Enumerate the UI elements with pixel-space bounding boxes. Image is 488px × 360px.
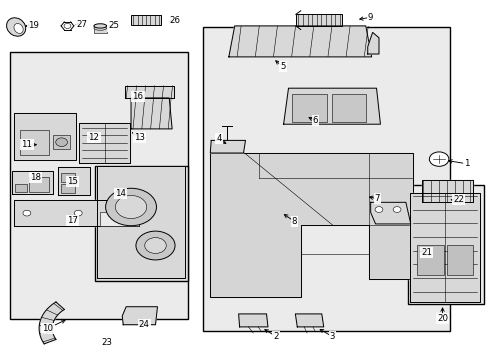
Polygon shape bbox=[228, 26, 371, 57]
Polygon shape bbox=[295, 314, 323, 327]
Bar bbox=[20, 130, 49, 155]
Polygon shape bbox=[14, 113, 76, 160]
Circle shape bbox=[64, 23, 71, 28]
Polygon shape bbox=[14, 200, 139, 226]
Text: 7: 7 bbox=[374, 194, 380, 203]
Bar bbox=[61, 173, 75, 182]
Bar bbox=[331, 94, 365, 122]
Bar bbox=[61, 184, 75, 193]
Ellipse shape bbox=[94, 24, 106, 28]
Text: 19: 19 bbox=[28, 21, 39, 30]
Text: 14: 14 bbox=[115, 189, 125, 198]
Bar bbox=[53, 135, 70, 149]
Bar bbox=[100, 212, 139, 226]
Polygon shape bbox=[79, 123, 129, 163]
Polygon shape bbox=[12, 171, 53, 194]
Polygon shape bbox=[421, 180, 472, 202]
Circle shape bbox=[74, 210, 82, 216]
Polygon shape bbox=[238, 314, 267, 327]
Circle shape bbox=[115, 195, 146, 219]
Circle shape bbox=[105, 188, 156, 226]
Polygon shape bbox=[409, 193, 479, 302]
Bar bbox=[15, 184, 27, 192]
Polygon shape bbox=[370, 202, 410, 224]
Polygon shape bbox=[367, 32, 378, 54]
Text: 5: 5 bbox=[279, 62, 285, 71]
Text: 3: 3 bbox=[329, 332, 335, 341]
Text: 9: 9 bbox=[367, 13, 372, 22]
Text: 18: 18 bbox=[30, 173, 41, 181]
Circle shape bbox=[392, 207, 400, 212]
Circle shape bbox=[428, 152, 448, 166]
Text: 4: 4 bbox=[216, 134, 222, 143]
Text: 25: 25 bbox=[108, 21, 119, 30]
Bar bbox=[292, 94, 326, 122]
Polygon shape bbox=[131, 98, 172, 129]
Polygon shape bbox=[210, 140, 245, 153]
Text: 20: 20 bbox=[436, 314, 447, 323]
Circle shape bbox=[116, 210, 123, 216]
Polygon shape bbox=[124, 86, 173, 98]
Bar bbox=[29, 177, 49, 192]
Polygon shape bbox=[39, 302, 64, 344]
Text: 24: 24 bbox=[139, 320, 149, 329]
Bar bbox=[10, 52, 188, 319]
Bar bbox=[94, 28, 106, 33]
Text: 22: 22 bbox=[452, 195, 463, 204]
Ellipse shape bbox=[6, 18, 26, 36]
Circle shape bbox=[374, 207, 382, 212]
Text: 12: 12 bbox=[88, 133, 99, 142]
Text: 15: 15 bbox=[67, 177, 78, 186]
Text: 11: 11 bbox=[21, 140, 32, 149]
Text: 26: 26 bbox=[169, 16, 180, 25]
Polygon shape bbox=[210, 153, 412, 297]
Polygon shape bbox=[283, 88, 380, 124]
Bar bbox=[407, 185, 483, 304]
Bar bbox=[95, 166, 188, 281]
Text: 23: 23 bbox=[101, 338, 112, 347]
Circle shape bbox=[23, 210, 31, 216]
Bar bbox=[447, 245, 472, 275]
Polygon shape bbox=[58, 167, 90, 195]
Circle shape bbox=[56, 138, 67, 147]
Text: 8: 8 bbox=[291, 217, 297, 226]
Bar bbox=[131, 15, 161, 25]
Polygon shape bbox=[122, 307, 157, 325]
Ellipse shape bbox=[14, 23, 23, 33]
Text: 13: 13 bbox=[134, 133, 144, 142]
Polygon shape bbox=[97, 166, 184, 278]
Text: 21: 21 bbox=[420, 248, 431, 257]
Bar bbox=[295, 14, 342, 26]
Bar bbox=[416, 245, 443, 275]
Circle shape bbox=[144, 238, 166, 253]
Circle shape bbox=[136, 231, 175, 260]
Text: 2: 2 bbox=[273, 332, 279, 341]
Text: 17: 17 bbox=[67, 216, 78, 225]
Text: 6: 6 bbox=[312, 116, 318, 125]
Text: 1: 1 bbox=[463, 159, 469, 168]
Text: 16: 16 bbox=[132, 92, 143, 101]
Text: 27: 27 bbox=[77, 20, 87, 29]
Ellipse shape bbox=[94, 26, 106, 30]
Bar bbox=[203, 27, 449, 331]
Text: 10: 10 bbox=[42, 324, 53, 333]
